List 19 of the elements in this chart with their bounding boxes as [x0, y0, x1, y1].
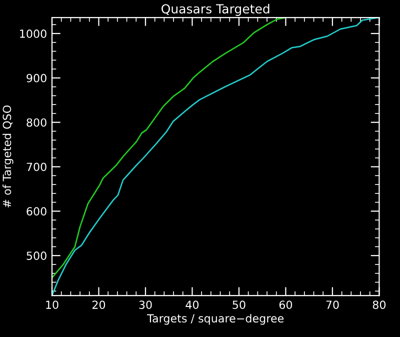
y-tick-label: 1000 — [20, 29, 46, 38]
y-tick-label: 700 — [26, 162, 46, 172]
x-tick-label: 10 — [46, 300, 58, 310]
x-tick-label: 30 — [139, 300, 152, 310]
line-series — [52, 18, 380, 296]
y-tick-label: 600 — [26, 207, 46, 216]
y-tick-label: 900 — [26, 74, 46, 82]
chart-title: Quasars Targeted — [162, 4, 270, 16]
y-tick-label: 500 — [26, 252, 46, 260]
y-axis-title: # of Targeted QSO — [2, 105, 14, 208]
x-tick-label: 20 — [92, 300, 106, 310]
line-series — [52, 18, 286, 278]
y-tick-label: 800 — [26, 118, 46, 127]
x-tick-label: 70 — [326, 300, 339, 310]
x-tick-label: 80 — [372, 300, 386, 310]
x-tick-label: 60 — [279, 300, 292, 310]
x-tick-label: 50 — [232, 300, 246, 310]
x-axis-title: Targets / square−degree — [147, 314, 284, 325]
x-tick-label: 40 — [186, 300, 199, 310]
